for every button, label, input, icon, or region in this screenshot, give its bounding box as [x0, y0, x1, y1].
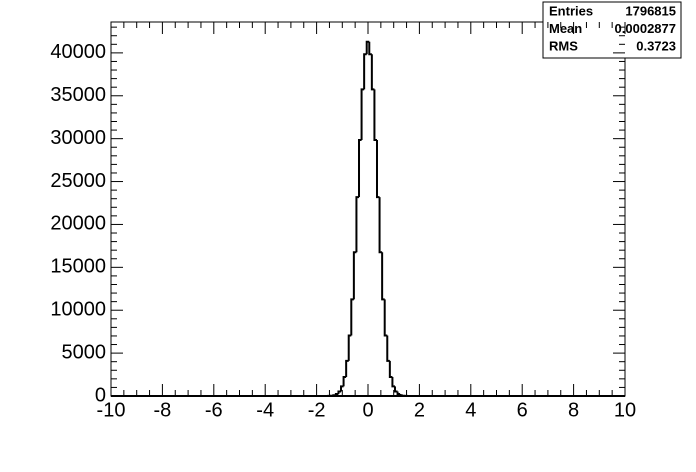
x-tick-label: 2	[414, 399, 425, 421]
y-tick-label: 0	[95, 384, 106, 406]
x-tick-label: -4	[256, 399, 274, 421]
y-tick-label: 10000	[50, 299, 106, 321]
histogram-bin	[368, 41, 372, 56]
x-tick-label: 6	[517, 399, 528, 421]
x-tick-label: -8	[154, 399, 172, 421]
y-tick-label: 30000	[50, 127, 106, 149]
y-tick-label: 15000	[50, 256, 106, 278]
histogram-bin	[381, 252, 385, 301]
histogram-bin	[355, 196, 360, 253]
x-tick-label: 4	[465, 399, 476, 421]
y-tick-label: 5000	[62, 341, 107, 363]
histogram-bin	[386, 335, 390, 362]
histogram-bin	[334, 393, 339, 396]
y-tick-label: 35000	[50, 84, 106, 106]
x-tick-label: -2	[308, 399, 326, 421]
histogram-bin	[342, 375, 347, 387]
histogram-bin	[378, 197, 383, 254]
stat-label: RMS	[549, 38, 578, 53]
stat-value: 1796815	[625, 3, 676, 18]
y-tick-label: 40000	[50, 41, 106, 63]
histogram-bin	[383, 299, 388, 337]
x-tick-label: -6	[205, 399, 223, 421]
x-tick-label: 0	[362, 399, 373, 421]
y-tick-label: 20000	[50, 213, 106, 235]
histogram-bin	[360, 88, 365, 140]
histogram-bin	[340, 385, 344, 392]
y-tick-label: 25000	[50, 170, 106, 192]
stat-label: Mean	[549, 21, 582, 36]
x-tick-label: -10	[97, 399, 126, 421]
stat-value: 0.0002877	[615, 21, 676, 36]
histogram-bin	[337, 390, 342, 395]
stat-value: 0.3723	[636, 38, 676, 53]
x-tick-label: 8	[568, 399, 579, 421]
stats-box	[542, 1, 682, 59]
stat-label: Entries	[549, 3, 593, 18]
x-tick-label: 10	[614, 399, 636, 421]
histogram-bin	[373, 89, 377, 141]
